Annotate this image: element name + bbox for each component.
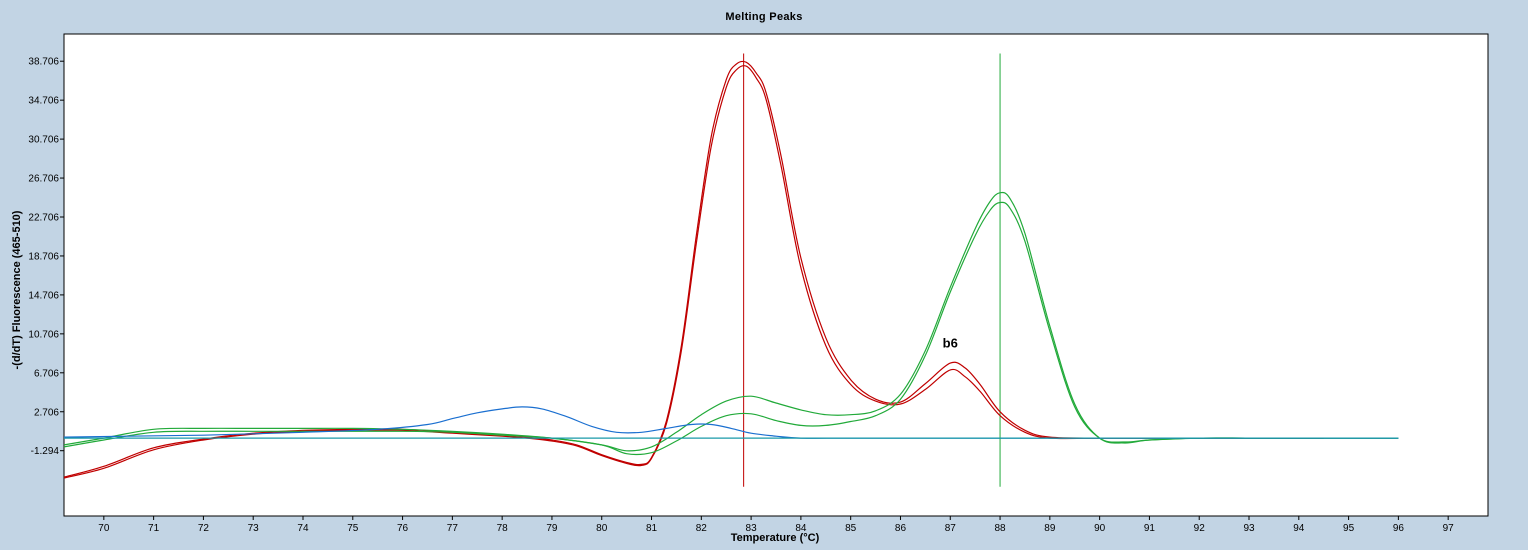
x-tick-label: 76 — [397, 523, 409, 534]
vertical-markers — [743, 53, 1001, 487]
x-tick-label: 71 — [148, 523, 160, 534]
y-tick-label: 26.706 — [28, 174, 59, 185]
annotation-label: b6 — [943, 336, 958, 351]
x-tick-label: 83 — [746, 523, 758, 534]
series-layer — [63, 60, 1399, 479]
x-tick-label: 78 — [497, 523, 509, 534]
x-tick-label: 95 — [1343, 523, 1355, 534]
x-tick-label: 97 — [1443, 523, 1455, 534]
y-axis: -1.294 2.706 6.706 10.706 14.706 18.706 22.706… — [28, 57, 64, 457]
y-tick-label: -1.294 — [31, 446, 60, 457]
x-tick-label: 86 — [895, 523, 907, 534]
x-tick-label: 70 — [98, 523, 110, 534]
x-tick-label: 79 — [546, 523, 558, 534]
x-tick-label: 81 — [646, 523, 658, 534]
x-tick-label: 85 — [845, 523, 857, 534]
y-tick-label: 18.706 — [28, 251, 59, 262]
y-tick-label: 2.706 — [34, 407, 59, 418]
x-tick-label: 87 — [945, 523, 957, 534]
y-tick-label: 14.706 — [28, 290, 59, 301]
x-tick-label: 72 — [198, 523, 210, 534]
x-tick-label: 91 — [1144, 523, 1156, 534]
y-tick-label: 34.706 — [28, 96, 59, 107]
y-tick-label: 6.706 — [34, 368, 59, 379]
y-tick-label: 22.706 — [28, 213, 59, 224]
y-tick-label: 10.706 — [28, 329, 59, 340]
x-tick-label: 92 — [1194, 523, 1206, 534]
annotations: b6 — [943, 336, 958, 351]
x-tick-label: 96 — [1393, 523, 1405, 534]
x-tick-label: 80 — [596, 523, 608, 534]
y-tick-label: 30.706 — [28, 135, 59, 146]
x-tick-label: 75 — [347, 523, 359, 534]
plot-area — [63, 33, 1489, 517]
x-tick-label: 93 — [1243, 523, 1255, 534]
y-tick-label: 38.706 — [28, 57, 59, 68]
x-tick-label: 73 — [248, 523, 260, 534]
x-axis-label: Temperature (°C) — [730, 532, 820, 544]
x-tick-label: 82 — [696, 523, 708, 534]
series-line — [63, 201, 1399, 456]
x-tick-label: 90 — [1094, 523, 1106, 534]
x-axis: 70 71 72 73 74 75 76 77 78 79 80 81 82 83 84 85 86 87 88 89… — [98, 516, 1454, 534]
x-tick-label: 84 — [795, 523, 807, 534]
chart-title: Melting Peaks — [725, 11, 803, 23]
x-tick-label: 77 — [447, 523, 459, 534]
x-tick-label: 74 — [297, 523, 309, 534]
x-tick-label: 89 — [1044, 523, 1056, 534]
x-tick-label: 94 — [1293, 523, 1305, 534]
x-tick-label: 88 — [994, 523, 1006, 534]
